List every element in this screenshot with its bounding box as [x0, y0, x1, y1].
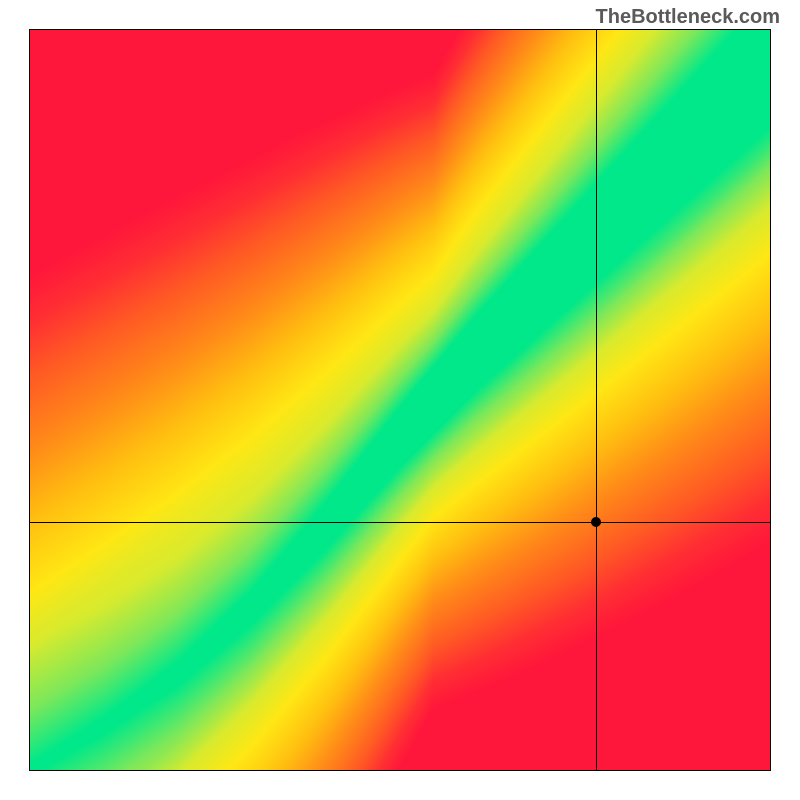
heatmap-canvas [30, 30, 770, 770]
plot-area [30, 30, 770, 770]
intersection-marker [591, 517, 601, 527]
crosshair-vertical [596, 30, 597, 770]
chart-container: TheBottleneck.com [0, 0, 800, 800]
attribution-label: TheBottleneck.com [596, 6, 780, 29]
crosshair-horizontal [30, 522, 770, 523]
